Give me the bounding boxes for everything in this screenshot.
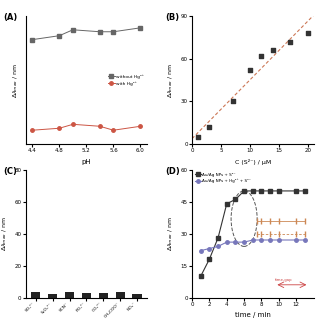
Au/Ag NPs + S²⁻ [207,257,211,261]
Bar [99,293,108,298]
Y-axis label: $\Delta\lambda_{max}$ / nm: $\Delta\lambda_{max}$ / nm [0,216,9,251]
Bar [48,294,57,298]
Au/Ag NPs + Hg²⁺ + S²⁻ [260,238,263,242]
Au/Ag NPs + Hg²⁺ + S²⁻ [294,238,298,242]
Au/Ag NPs + S²⁻ [268,189,272,193]
without Hg²⁺ [98,30,102,34]
Y-axis label: $\Delta\lambda_{max}$ / nm: $\Delta\lambda_{max}$ / nm [11,62,20,98]
Y-axis label: $\Delta\lambda_{max}$ / nm: $\Delta\lambda_{max}$ / nm [166,62,175,98]
Legend: without Hg²⁺, with Hg²⁺: without Hg²⁺, with Hg²⁺ [107,73,145,87]
Au/Ag NPs + Hg²⁺ + S²⁻ [277,238,281,242]
Au/Ag NPs + Hg²⁺ + S²⁻ [268,238,272,242]
Au/Ag NPs + S²⁻ [251,189,255,193]
Y-axis label: $\Delta\lambda_{max}$ / nm: $\Delta\lambda_{max}$ / nm [166,216,175,251]
without Hg²⁺ [71,28,75,32]
Point [207,124,212,130]
Au/Ag NPs + Hg²⁺ + S²⁻ [216,244,220,248]
with Hg²⁺ [111,128,115,132]
Point [305,30,310,36]
Legend: Au/Ag NPs + S²⁻, Au/Ag NPs + Hg²⁺ + S²⁻: Au/Ag NPs + S²⁻, Au/Ag NPs + Hg²⁺ + S²⁻ [194,172,252,184]
with Hg²⁺ [98,124,102,128]
Text: (B): (B) [165,13,180,22]
Au/Ag NPs + S²⁻ [242,189,246,193]
Bar [31,292,40,298]
Au/Ag NPs + S²⁻ [199,274,203,278]
Au/Ag NPs + Hg²⁺ + S²⁻ [207,247,211,251]
Text: (D): (D) [165,167,180,176]
with Hg²⁺ [71,122,75,126]
with Hg²⁺ [139,124,142,128]
with Hg²⁺ [30,128,34,132]
Au/Ag NPs + S²⁻ [234,197,237,201]
Bar [116,292,125,298]
Text: (C): (C) [4,167,18,176]
Au/Ag NPs + Hg²⁺ + S²⁻ [234,240,237,244]
Bar [82,293,91,298]
Point [259,53,264,58]
Au/Ag NPs + S²⁻ [294,189,298,193]
Au/Ag NPs + Hg²⁺ + S²⁻ [303,238,307,242]
with Hg²⁺ [58,126,61,130]
Au/Ag NPs + Hg²⁺ + S²⁻ [225,240,229,244]
Au/Ag NPs + Hg²⁺ + S²⁻ [242,240,246,244]
Au/Ag NPs + S²⁻ [303,189,307,193]
without Hg²⁺ [30,38,34,42]
Line: with Hg²⁺: with Hg²⁺ [31,123,142,132]
without Hg²⁺ [111,30,115,34]
X-axis label: pH: pH [82,159,91,165]
Point [195,134,200,140]
Point [270,48,276,53]
Line: Au/Ag NPs + Hg²⁺ + S²⁻: Au/Ag NPs + Hg²⁺ + S²⁻ [199,238,307,252]
Point [247,68,252,73]
Au/Ag NPs + S²⁻ [216,236,220,240]
Text: time-gap: time-gap [274,277,292,282]
Au/Ag NPs + S²⁻ [277,189,281,193]
Bar [65,292,74,298]
Au/Ag NPs + Hg²⁺ + S²⁻ [251,238,255,242]
Line: Au/Ag NPs + S²⁻: Au/Ag NPs + S²⁻ [199,189,307,278]
X-axis label: time / min: time / min [235,312,271,318]
Au/Ag NPs + Hg²⁺ + S²⁻ [199,249,203,252]
Au/Ag NPs + S²⁻ [260,189,263,193]
Au/Ag NPs + S²⁻ [225,202,229,206]
Point [288,39,293,44]
Point [230,99,235,104]
without Hg²⁺ [139,26,142,30]
Line: without Hg²⁺: without Hg²⁺ [31,26,142,41]
Text: (A): (A) [4,13,18,22]
X-axis label: C (S²⁻) / μM: C (S²⁻) / μM [235,159,271,165]
Bar [132,294,142,298]
without Hg²⁺ [58,34,61,38]
